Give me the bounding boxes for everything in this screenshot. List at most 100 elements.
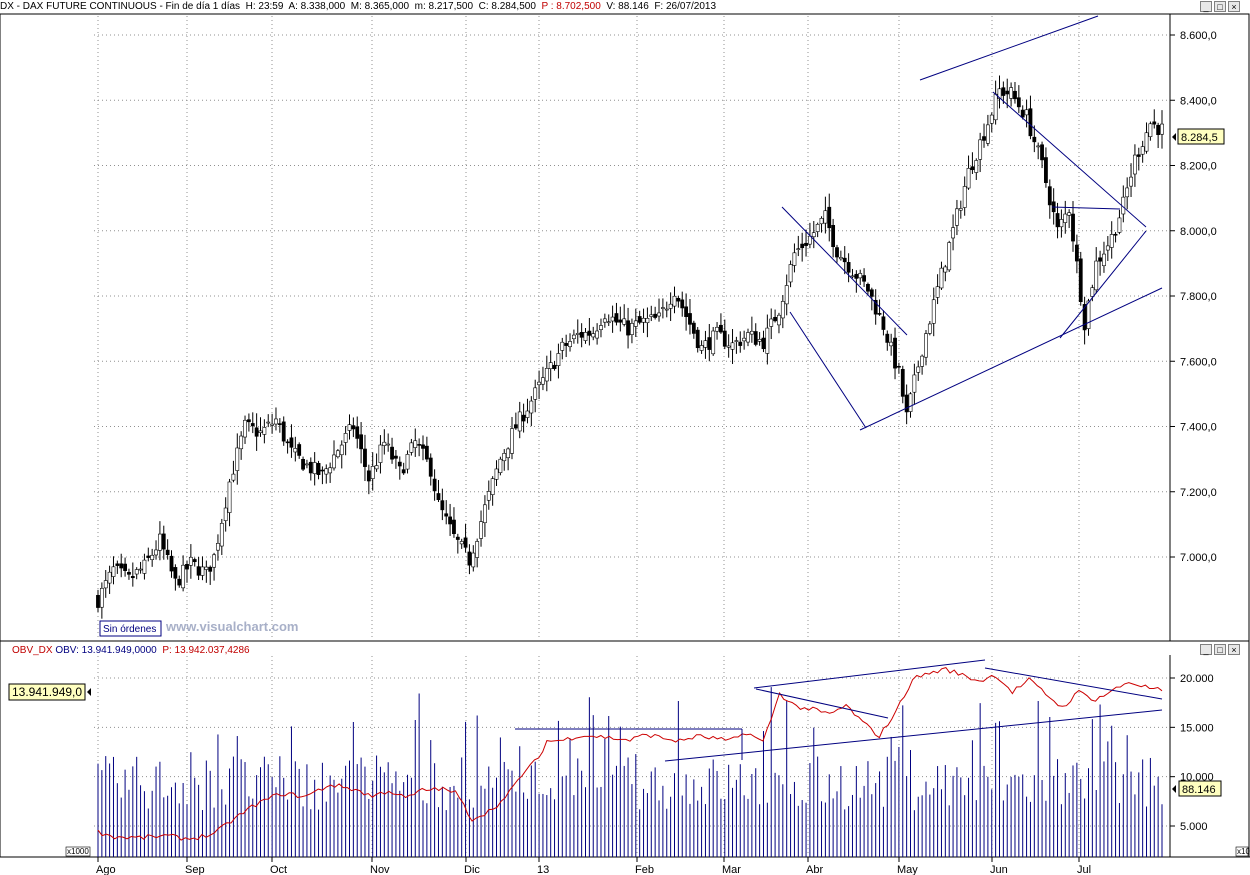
candle-body xyxy=(216,543,220,551)
candle-body xyxy=(409,442,414,453)
obv-tick-label: 20.000 xyxy=(1180,673,1214,685)
candles xyxy=(96,75,1164,619)
candle-body xyxy=(490,478,495,495)
sin-ordenes-button[interactable]: Sin órdenes xyxy=(99,620,162,637)
candle-body xyxy=(498,458,503,473)
time-tick-label: Feb xyxy=(635,864,654,875)
candle-body xyxy=(316,463,321,475)
candle-body xyxy=(746,332,750,343)
header-h: H: 23:59 xyxy=(245,1,284,12)
candle-body xyxy=(1020,109,1025,118)
candle-body xyxy=(842,257,847,263)
candle-body xyxy=(432,478,437,492)
time-tick-label: Oct xyxy=(270,864,287,875)
candle-body xyxy=(664,308,669,311)
candle-body xyxy=(1071,213,1075,242)
candle-body xyxy=(440,500,445,511)
candle-body xyxy=(239,435,244,450)
close-button[interactable]: × xyxy=(1228,1,1240,12)
candle-body xyxy=(591,333,596,338)
candle-body xyxy=(862,275,866,282)
candle-body xyxy=(486,491,491,501)
obv-p-value: P: 13.942.037,4286 xyxy=(162,645,250,656)
candle-body xyxy=(192,559,197,563)
candle-body xyxy=(103,580,108,589)
trendline-triangle-bottom xyxy=(1059,230,1147,339)
candle-body xyxy=(835,247,839,258)
price-tick-label: 8.000,0 xyxy=(1180,226,1217,238)
candle-body xyxy=(568,341,572,348)
candle-body xyxy=(1102,253,1106,267)
header-mn: m: 8.217,500 xyxy=(414,1,474,12)
candle-body xyxy=(1098,257,1102,262)
candle-body xyxy=(599,325,603,330)
candle-body xyxy=(978,139,983,160)
candle-body xyxy=(641,317,646,323)
candle-body xyxy=(243,419,247,438)
candle-body xyxy=(328,467,333,474)
candle-body xyxy=(1094,260,1099,291)
candle-body xyxy=(916,366,921,373)
candle-body xyxy=(529,400,534,414)
candle-body xyxy=(397,461,402,467)
maximize-button[interactable]: □ xyxy=(1214,1,1226,12)
candle-body xyxy=(483,504,487,524)
candle-body xyxy=(780,301,785,319)
x10-label: x10 xyxy=(1237,847,1250,856)
candle-body xyxy=(1067,212,1072,216)
price-tick-label: 7.600,0 xyxy=(1180,356,1217,368)
candle-body xyxy=(831,225,836,248)
candle-body xyxy=(657,312,661,317)
candle-body xyxy=(908,393,913,412)
candle-body xyxy=(1125,187,1130,198)
candle-body xyxy=(1105,245,1110,251)
candle-body xyxy=(958,208,963,211)
candle-body xyxy=(370,466,375,479)
time-tick-label: Jul xyxy=(1077,864,1091,875)
candle-body xyxy=(374,465,379,470)
candle-body xyxy=(424,445,429,460)
volume-bars xyxy=(97,687,1163,857)
candle-body xyxy=(363,448,367,467)
candle-body xyxy=(123,563,127,571)
minimize-button[interactable]: _ xyxy=(1200,1,1212,12)
candle-body xyxy=(927,323,932,334)
candle-body xyxy=(800,243,805,249)
time-tick-label: Nov xyxy=(370,864,390,875)
candle-body xyxy=(188,556,193,566)
candle-body xyxy=(339,444,344,456)
candle-body xyxy=(939,267,944,289)
candle-body xyxy=(997,88,1002,99)
candle-body xyxy=(711,330,716,355)
candle-body xyxy=(386,443,391,446)
candle-body xyxy=(552,364,557,370)
candle-body xyxy=(579,332,584,338)
candle-body xyxy=(332,454,336,469)
sub-minimize-button[interactable]: _ xyxy=(1200,644,1212,655)
candle-body xyxy=(726,345,731,348)
candle-body xyxy=(548,362,553,369)
candle-body xyxy=(134,569,139,575)
candle-body xyxy=(970,166,975,171)
candle-body xyxy=(602,318,607,323)
candle-body xyxy=(1082,304,1087,331)
candle-body xyxy=(130,576,135,579)
candle-body xyxy=(107,571,112,584)
candle-body xyxy=(274,418,278,425)
candle-body xyxy=(277,423,282,425)
candle-body xyxy=(293,448,298,453)
candle-body xyxy=(506,448,511,459)
candle-body xyxy=(668,303,673,309)
sub-maximize-button[interactable]: □ xyxy=(1214,644,1226,655)
candle-body xyxy=(270,423,275,426)
sub-close-button[interactable]: × xyxy=(1228,644,1240,655)
candle-body xyxy=(1140,146,1145,155)
price-tick-label: 7.800,0 xyxy=(1180,291,1217,303)
candle-body xyxy=(823,210,828,224)
candle-body xyxy=(955,208,959,226)
symbol-title: DX - DAX FUTURE CONTINUOUS - Fin de día … xyxy=(0,1,241,12)
obv-lower-channel xyxy=(664,709,1163,762)
candle-body xyxy=(575,332,580,335)
candle-body xyxy=(544,368,549,382)
candle-body xyxy=(343,433,348,443)
